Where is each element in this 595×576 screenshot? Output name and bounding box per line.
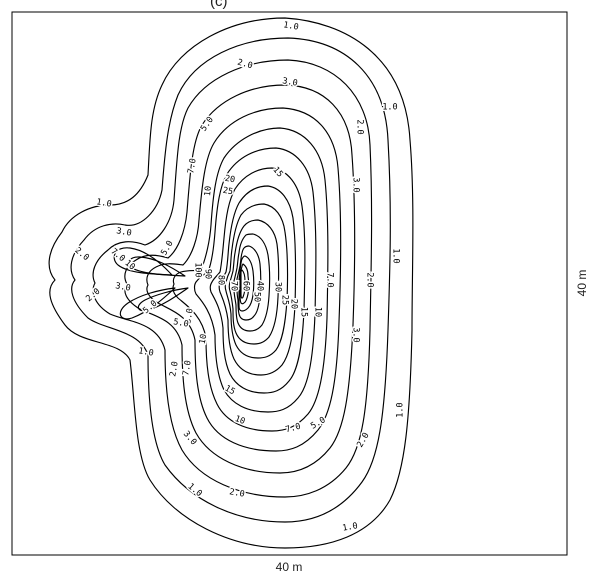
- contour-label-l-1-0-left-lobe-up: 1.0: [95, 197, 112, 210]
- contour-label-l-3-0-lower-left: 3.0: [183, 308, 196, 325]
- contour-label-l-1-0-lower-left: 1.0: [137, 346, 154, 359]
- contour-label-l-1-0-far-right: 1.0: [391, 248, 401, 263]
- contour-label-l-50-center: 50: [252, 292, 262, 302]
- isoline-1-0: [48, 17, 414, 549]
- contour-label-l-80-center: 80: [216, 275, 226, 285]
- contour-label-l-7-0-right: 7.0: [325, 272, 335, 287]
- contour-label-l-15-lower: 15: [223, 384, 237, 398]
- isoline-40: [228, 219, 280, 345]
- contour-label-l-20-upper: 20: [224, 174, 236, 186]
- contour-label-l-2-0-right: 2.0: [355, 119, 365, 134]
- isoline-15: [193, 147, 317, 413]
- x-extent-label: 40 m: [276, 560, 303, 574]
- contour-label-l-3-0-far-right: 3.0: [351, 327, 361, 342]
- isoline-5-0: [124, 84, 356, 474]
- contour-label-l-10-lower: 10: [233, 414, 246, 427]
- contour-label-l-2-0-left-lobe: 2.0: [73, 246, 91, 264]
- contour-label-l-3-0-right: 3.0: [351, 177, 361, 192]
- isolines: [48, 17, 414, 549]
- isoline-left-lobe-upper-5-0: [113, 247, 173, 276]
- contour-label-l-2-0-far-right: 2.0: [365, 272, 375, 287]
- contour-label-l-2-0-top: 2.0: [236, 58, 253, 72]
- isoline-7-0: [146, 107, 342, 452]
- contour-label-l-7-0-left-lobe: 7.0: [109, 247, 127, 265]
- contour-label-l-1-0-top: 1.0: [282, 20, 299, 33]
- contour-label-l-5-0-lower-left: 5.0: [172, 317, 189, 330]
- contour-label-l-2-0-lower-left: 2.0: [168, 361, 181, 378]
- contour-label-l-30-center: 30: [273, 282, 283, 292]
- isoline-70: [238, 255, 255, 312]
- isoline-30: [224, 203, 289, 359]
- contour-label-l-1-0-bottom-left: 1.0: [186, 482, 204, 500]
- caption-fragment: (c): [210, 0, 228, 10]
- isoline-20: [209, 167, 306, 394]
- y-extent-label: 40 m: [575, 270, 589, 297]
- contour-label-l-10-upper: 10: [203, 186, 214, 197]
- contour-label-l-5-0-left-lobe: 5.0: [159, 239, 175, 257]
- contour-label-l-1-0-lower-right-edge: 1.0: [396, 402, 406, 417]
- contour-label-l-7-0-upper: 7.0: [186, 158, 199, 175]
- isoline-90: [240, 269, 246, 299]
- contour-label-l-90-center: 90: [203, 269, 213, 279]
- plot-frame: [11, 11, 568, 556]
- contour-label-l-1-0-right-upper: 1.0: [382, 103, 397, 113]
- isoline-left-lobe-upper-7-0: [128, 256, 186, 277]
- isoline-left-lobe-lower-7-0: [137, 287, 189, 312]
- contour-label-l-3-0-left-lobe: 3.0: [115, 226, 132, 239]
- contour-label-l-15-upper: 15: [270, 165, 284, 179]
- isoline-3-0: [92, 59, 373, 498]
- contour-label-l-7-0-lower-left: 7.0: [181, 360, 194, 377]
- contour-label-l-40-center: 40: [255, 281, 265, 291]
- isoline-10: [172, 127, 329, 432]
- isoline-25: [218, 185, 297, 376]
- contour-label-l-25-center-right: 25: [280, 295, 290, 305]
- contour-label-l-25-upper: 25: [222, 186, 234, 198]
- contour-label-l-5-0-upper: 5.0: [199, 115, 216, 133]
- contour-label-l-7-0-lower: 7.0: [284, 422, 301, 436]
- contour-label-l-1-0-bottom: 1.0: [342, 521, 359, 534]
- contour-label-l-2-0-bottom: 2.0: [228, 487, 245, 500]
- isoline-2-0: [70, 37, 391, 523]
- contour-label-l-2-0-lower: 2.0: [355, 431, 371, 449]
- isoline-50: [233, 233, 271, 332]
- contour-label-l-10-lower-left: 10: [198, 333, 210, 345]
- contour-label-l-20-center-right: 20: [289, 299, 299, 309]
- isoline-left-lobe-lower-5-0: [119, 287, 176, 320]
- contour-label-l-3-0-lower-lobe: 3.0: [114, 281, 131, 294]
- contour-label-l-15-center-right: 15: [299, 307, 309, 317]
- contour-label-l-70-center: 70: [229, 281, 239, 291]
- contour-label-l-100-center: 100: [193, 262, 203, 277]
- contour-label-l-2-0-lower-lobe: 2.0: [84, 287, 102, 305]
- contour-label-l-60-center: 60: [241, 281, 251, 291]
- contour-label-l-10-center-right: 10: [313, 307, 323, 317]
- contour-label-l-3-0-top: 3.0: [281, 76, 298, 89]
